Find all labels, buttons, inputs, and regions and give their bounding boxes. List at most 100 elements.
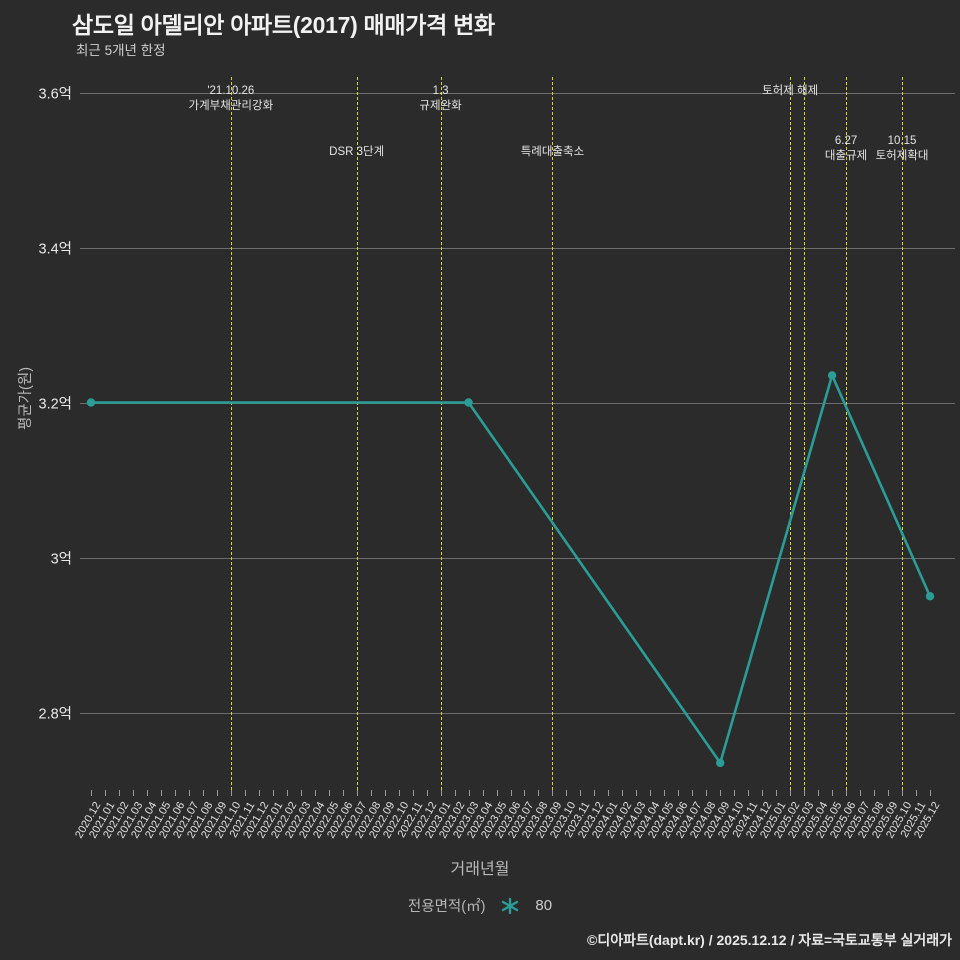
event-date: 1.3 bbox=[432, 85, 449, 97]
x-tick bbox=[216, 790, 218, 796]
star-marker-icon bbox=[499, 897, 521, 915]
x-tick bbox=[930, 790, 931, 796]
x-tick bbox=[202, 790, 204, 796]
event-name: 특례대출축소 bbox=[520, 146, 585, 158]
data-point-marker[interactable] bbox=[716, 758, 725, 768]
x-tick bbox=[804, 790, 806, 796]
x-axis: 2020.12 2021.01 2021.02 2021.03 2021.04 2021.… bbox=[73, 790, 955, 850]
x-tick bbox=[454, 790, 456, 796]
x-tick bbox=[636, 790, 638, 796]
event-label: DSR 3단계 bbox=[329, 145, 384, 160]
y-tick-label: 3.4억 bbox=[38, 241, 73, 257]
x-tick bbox=[412, 790, 414, 796]
x-tick bbox=[524, 790, 526, 796]
event-marker-line bbox=[804, 77, 806, 790]
event-marker-line bbox=[230, 77, 232, 790]
gridline bbox=[80, 247, 955, 249]
event-marker-line bbox=[902, 77, 904, 790]
x-tick bbox=[328, 790, 330, 796]
x-tick bbox=[762, 790, 764, 796]
event-name: 대출규제 bbox=[824, 150, 868, 162]
x-tick bbox=[91, 790, 92, 796]
x-tick bbox=[356, 790, 358, 796]
y-tick-label: 3.2억 bbox=[38, 396, 73, 412]
event-name: 가계부채관리강화 bbox=[188, 100, 274, 112]
x-tick bbox=[482, 790, 484, 796]
data-point-marker[interactable] bbox=[464, 398, 473, 407]
event-date: '21.10.26 bbox=[207, 85, 255, 97]
x-tick bbox=[426, 790, 428, 796]
event-label: 토허제 해제 bbox=[762, 84, 818, 99]
x-tick bbox=[706, 790, 708, 796]
x-tick bbox=[860, 790, 862, 796]
x-tick bbox=[496, 790, 498, 796]
data-point-marker[interactable] bbox=[827, 371, 837, 380]
x-tick bbox=[538, 790, 540, 796]
event-marker-line bbox=[846, 77, 848, 790]
x-tick bbox=[370, 790, 372, 796]
x-tick bbox=[160, 790, 162, 796]
event-marker-line bbox=[552, 77, 554, 790]
x-tick bbox=[776, 790, 778, 796]
x-tick bbox=[888, 790, 890, 796]
x-tick bbox=[650, 790, 652, 796]
x-tick bbox=[846, 790, 848, 796]
legend-label: 전용면적(㎡) bbox=[407, 899, 486, 915]
event-name: 토허제확대 bbox=[875, 150, 929, 162]
x-tick bbox=[398, 790, 400, 796]
x-tick bbox=[510, 790, 512, 796]
event-date: 10.15 bbox=[887, 135, 917, 147]
x-tick bbox=[230, 790, 232, 796]
x-tick bbox=[734, 790, 736, 796]
x-tick bbox=[440, 790, 442, 796]
x-tick bbox=[286, 790, 288, 796]
x-tick bbox=[916, 790, 918, 796]
x-tick bbox=[832, 790, 834, 796]
gridline bbox=[80, 402, 955, 404]
chart-subtitle: 최근 5개년 한정 bbox=[76, 43, 166, 58]
data-point-marker[interactable] bbox=[86, 398, 96, 407]
x-tick bbox=[468, 790, 470, 796]
x-tick bbox=[174, 790, 176, 796]
x-tick bbox=[384, 790, 386, 796]
x-tick bbox=[818, 790, 820, 796]
x-tick bbox=[874, 790, 876, 796]
x-tick bbox=[132, 790, 134, 796]
x-tick bbox=[580, 790, 582, 796]
chart-title: 삼도일 아델리안 아파트(2017) 매매가격 변화 bbox=[72, 12, 495, 38]
series-line-chart bbox=[86, 371, 935, 768]
x-tick bbox=[664, 790, 666, 796]
x-tick bbox=[272, 790, 274, 796]
gridline bbox=[80, 712, 955, 714]
event-label: 6.27 대출규제 bbox=[825, 134, 867, 164]
legend: 전용면적(㎡) 80 bbox=[0, 895, 960, 916]
event-marker-line bbox=[440, 77, 442, 790]
y-axis-title: 평균가(원) bbox=[18, 366, 34, 430]
x-tick bbox=[146, 790, 148, 796]
event-name: 토허제 해제 bbox=[762, 85, 819, 97]
gridline bbox=[80, 92, 955, 94]
event-label: 특례대출축소 bbox=[521, 145, 584, 160]
x-tick bbox=[748, 790, 750, 796]
footer-credit: ©디아파트(dapt.kr) / 2025.12.12 / 자료=국토교통부 실… bbox=[587, 932, 952, 948]
event-label: 10.15 토허제확대 bbox=[876, 134, 929, 164]
x-tick bbox=[594, 790, 596, 796]
x-tick bbox=[552, 790, 554, 796]
event-label: 1.3 규제완화 bbox=[419, 84, 461, 114]
x-axis-title: 거래년월 bbox=[450, 861, 510, 878]
legend-value[interactable]: 80 bbox=[535, 897, 553, 914]
x-tick bbox=[314, 790, 316, 796]
x-tick bbox=[720, 790, 722, 796]
x-tick bbox=[566, 790, 568, 796]
x-tick bbox=[118, 790, 120, 796]
x-tick bbox=[342, 790, 344, 796]
x-tick bbox=[104, 790, 106, 796]
x-tick bbox=[258, 790, 260, 796]
y-tick-label: 3.6억 bbox=[38, 86, 73, 102]
event-marker-line bbox=[356, 77, 358, 790]
x-tick bbox=[692, 790, 694, 796]
gridline bbox=[80, 557, 955, 559]
event-label: '21.10.26 가계부채관리강화 bbox=[189, 84, 274, 114]
data-point-marker[interactable] bbox=[925, 592, 935, 601]
